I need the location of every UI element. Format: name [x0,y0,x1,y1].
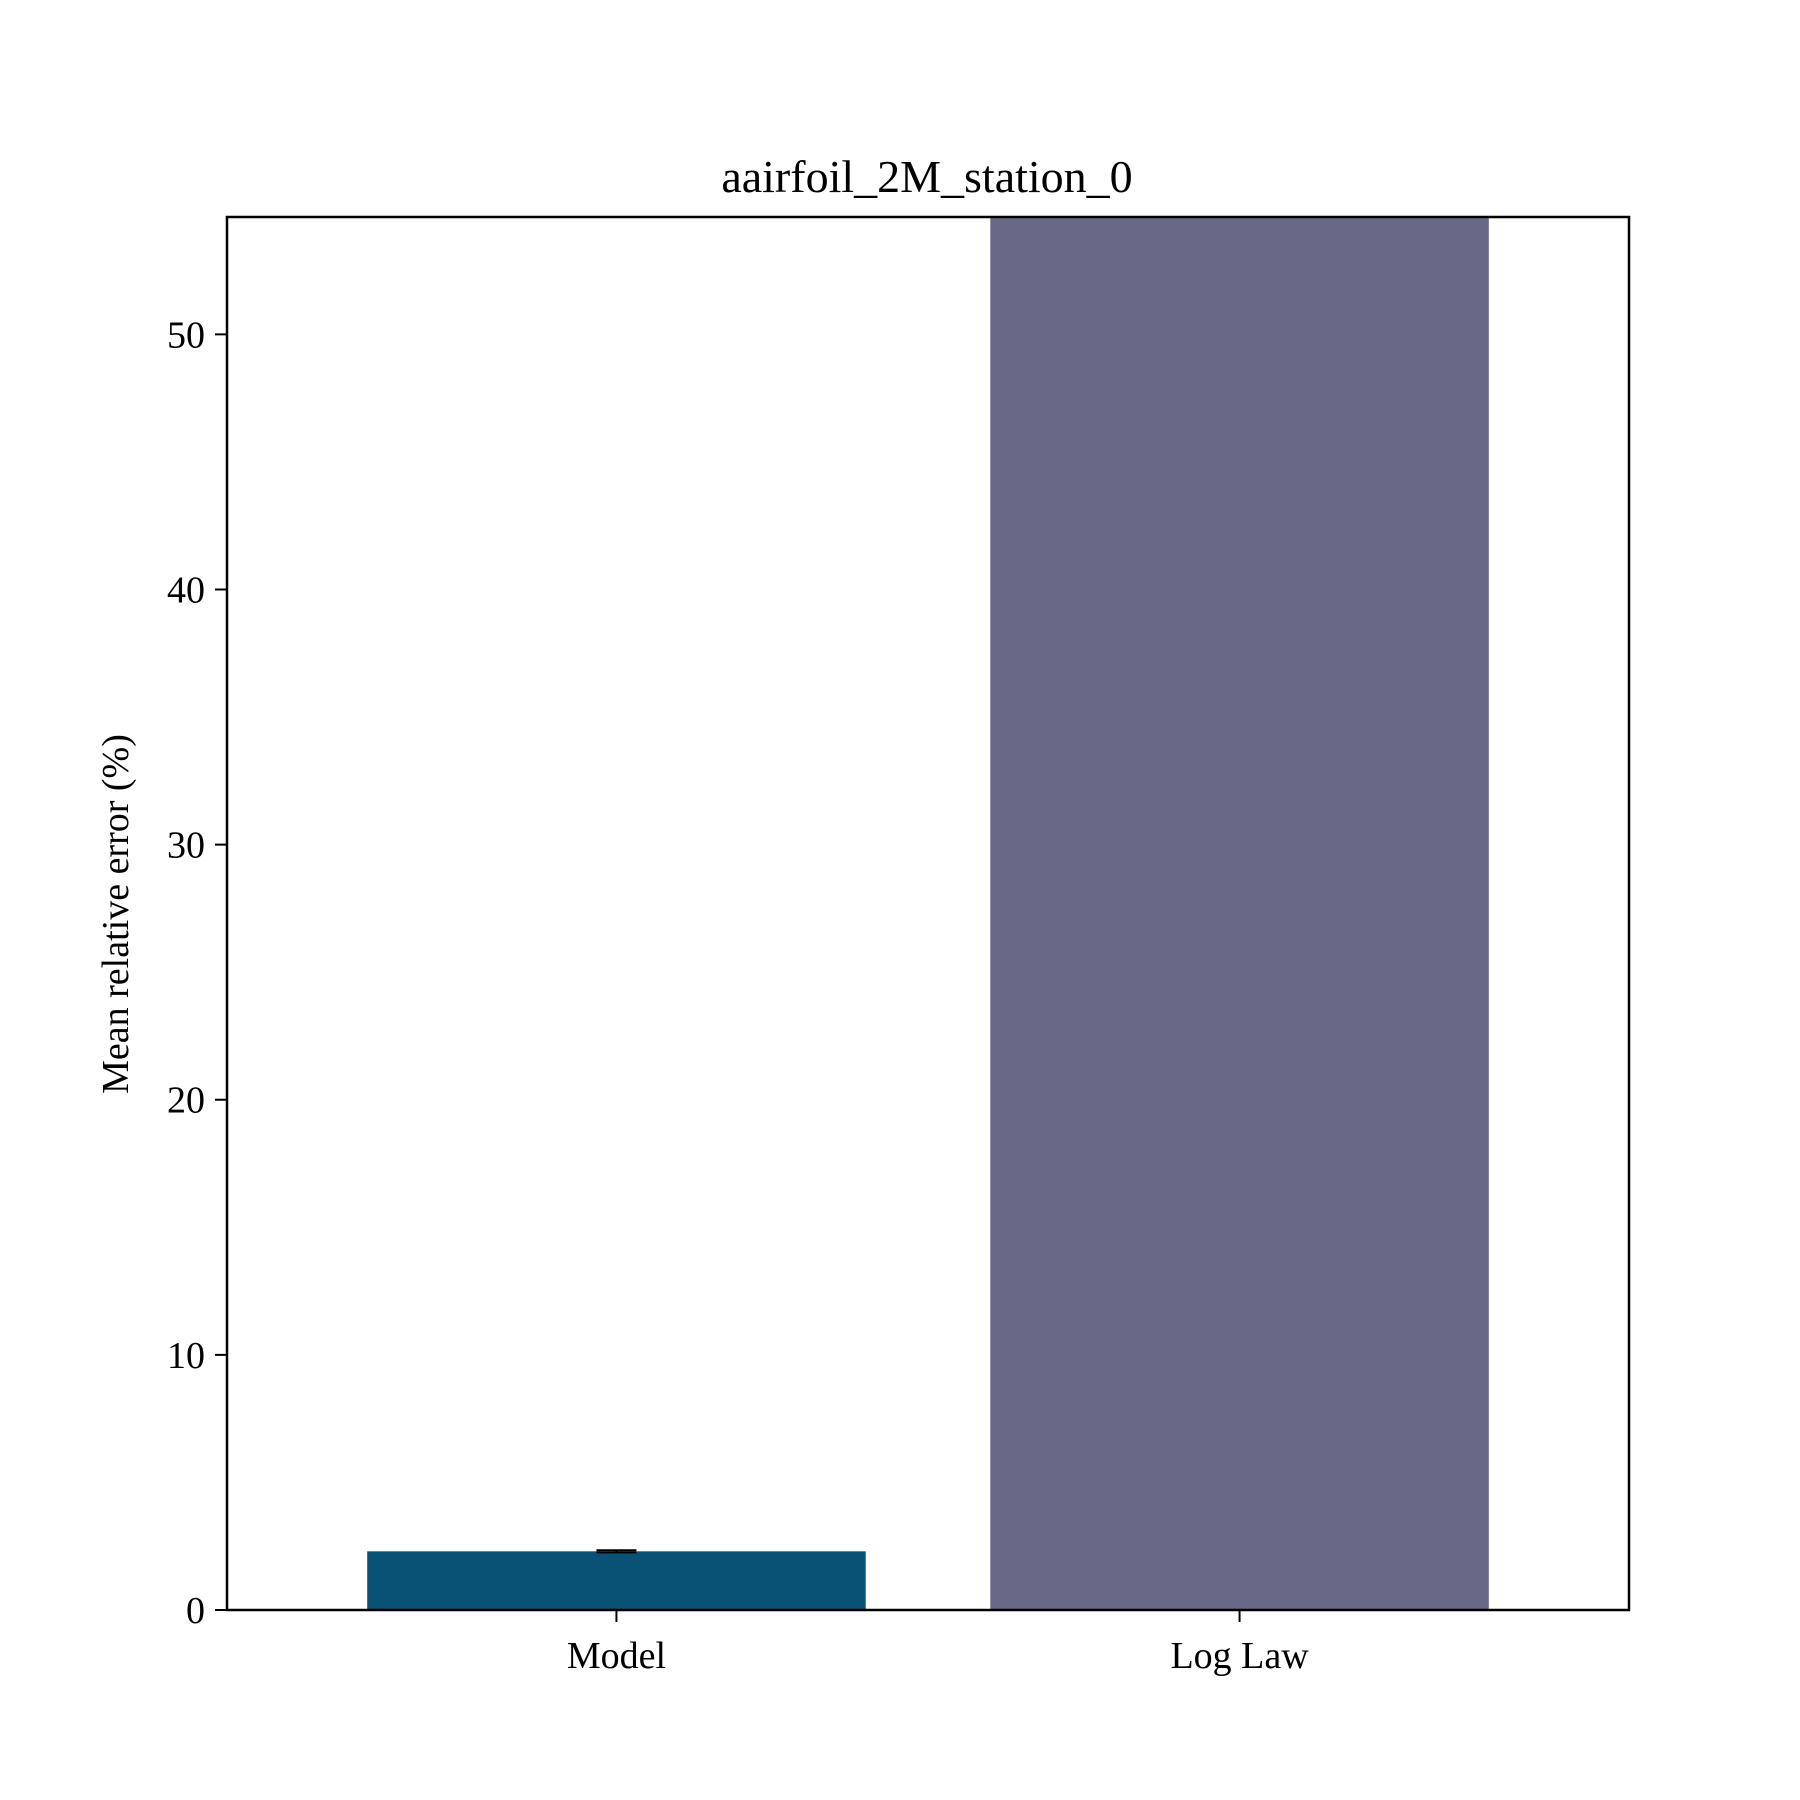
bar-log-law [990,217,1489,1610]
y-tick-label: 40 [167,569,205,611]
y-tick-label: 30 [167,825,205,867]
y-tick-label: 0 [186,1590,205,1632]
x-axis-ticks: Model Log Law [567,1610,1309,1677]
y-tick-label: 20 [167,1080,205,1122]
bars-layer [367,217,1489,1610]
y-axis-ticks: 0 10 20 30 40 50 [167,314,227,1632]
x-tick-label: Model [567,1635,666,1677]
chart-title: aairfoil_2M_station_0 [721,151,1132,202]
bar-model [367,1551,866,1610]
x-tick-label: Log Law [1170,1635,1309,1677]
y-tick-label: 10 [167,1335,205,1377]
y-axis-label: Mean relative error (%) [95,734,137,1094]
error-bars-layer [596,1549,637,1554]
plot-frame [225,215,1631,1612]
y-tick-label: 50 [167,314,205,356]
